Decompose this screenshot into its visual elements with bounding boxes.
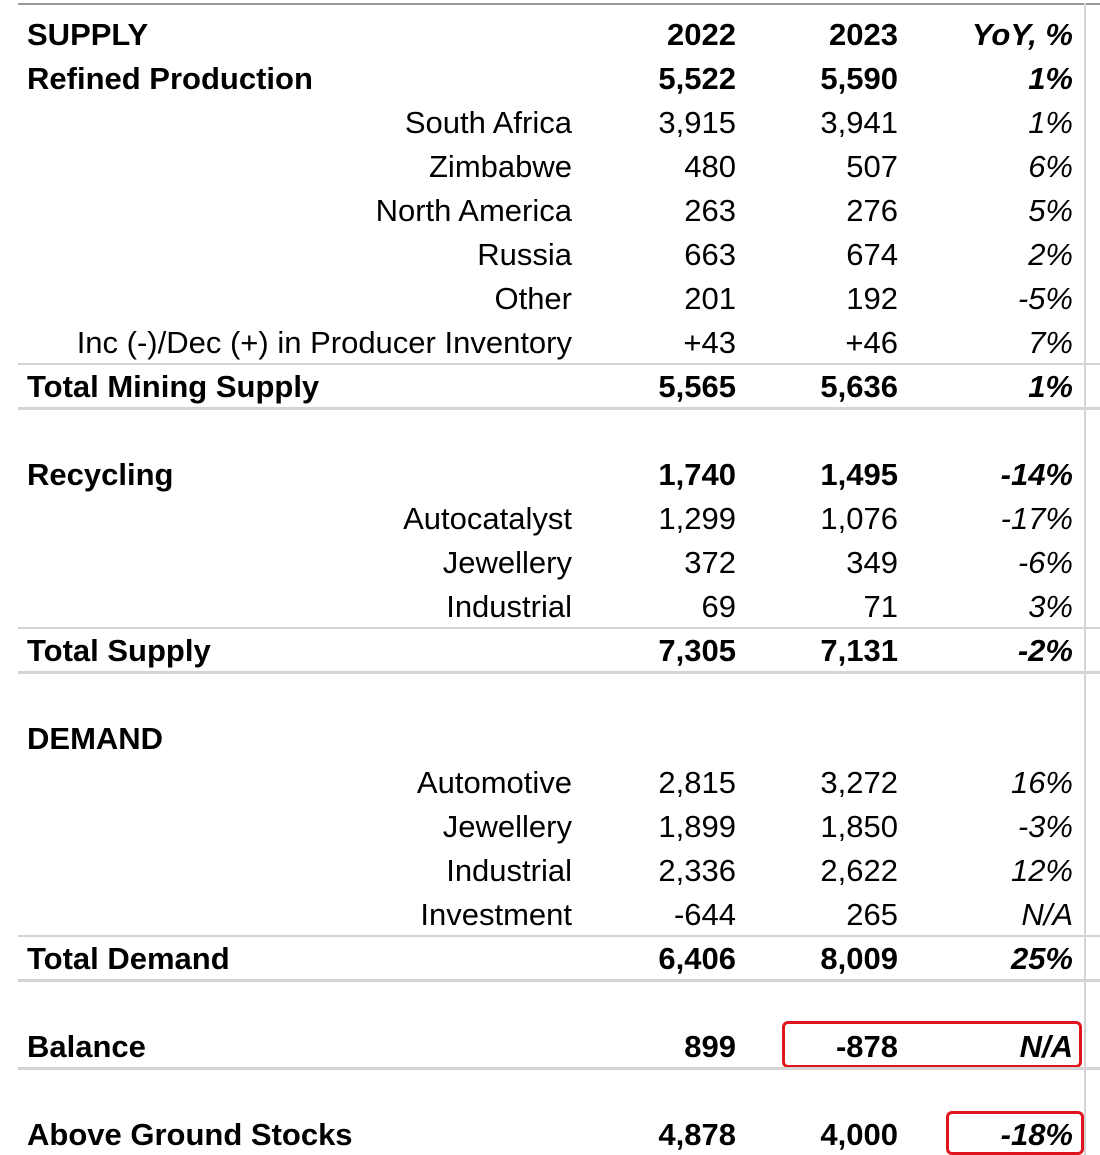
- value-cell: 674: [846, 237, 898, 272]
- yoy-cell: N/A: [1019, 1029, 1073, 1064]
- yoy-cell: N/A: [1021, 897, 1073, 932]
- value-cell: 3,915: [658, 105, 736, 140]
- column-border: [1084, 3, 1086, 1155]
- value-cell: 1,740: [658, 457, 736, 492]
- row-label: Russia: [477, 237, 572, 272]
- highlight-box: [946, 1111, 1084, 1155]
- value-cell: 265: [846, 897, 898, 932]
- row-label: Jewellery: [442, 809, 572, 844]
- yoy-cell: 12%: [1010, 853, 1073, 888]
- yoy-cell: -6%: [1017, 545, 1073, 580]
- yoy-cell: 2%: [1028, 237, 1073, 272]
- value-cell: 5,590: [820, 61, 898, 96]
- value-cell: 663: [684, 237, 736, 272]
- value-cell: 372: [684, 545, 736, 580]
- value-cell: 1,899: [658, 809, 736, 844]
- yoy-cell: -17%: [1000, 501, 1073, 536]
- row-label: North America: [375, 193, 572, 228]
- row-label: SUPPLY: [27, 17, 149, 52]
- yoy-cell: 1%: [1028, 61, 1073, 96]
- row-rule: [18, 671, 1100, 674]
- value-cell: 480: [684, 149, 736, 184]
- row-label: Total Supply: [27, 633, 211, 668]
- yoy-cell: YoY, %: [971, 17, 1073, 52]
- row-rule: [18, 979, 1100, 982]
- row-label: Inc (-)/Dec (+) in Producer Inventory: [76, 325, 572, 360]
- top-border: [18, 3, 1100, 5]
- value-cell: 201: [684, 281, 736, 316]
- yoy-cell: 1%: [1028, 105, 1073, 140]
- value-cell: 4,878: [658, 1117, 736, 1152]
- yoy-cell: -5%: [1017, 281, 1073, 316]
- value-cell: 71: [863, 589, 898, 624]
- yoy-cell: -18%: [1000, 1117, 1073, 1152]
- value-cell: -644: [673, 897, 736, 932]
- row-label: Zimbabwe: [429, 149, 572, 184]
- highlight-box: [782, 1021, 1082, 1068]
- value-cell: 2022: [667, 17, 736, 52]
- value-cell: 5,636: [820, 369, 898, 404]
- value-cell: 4,000: [820, 1117, 898, 1152]
- value-cell: 2,815: [658, 765, 736, 800]
- value-cell: +43: [683, 325, 736, 360]
- row-rule: [18, 1067, 1100, 1070]
- row-label: Total Demand: [27, 941, 230, 976]
- row-label: DEMAND: [27, 721, 164, 756]
- value-cell: 1,299: [658, 501, 736, 536]
- yoy-cell: -2%: [1017, 633, 1073, 668]
- row-label: Balance: [27, 1029, 146, 1064]
- value-cell: 3,272: [820, 765, 898, 800]
- row-label: Autocatalyst: [403, 501, 572, 536]
- row-label: Automotive: [416, 765, 572, 800]
- value-cell: 349: [846, 545, 898, 580]
- value-cell: 5,565: [658, 369, 736, 404]
- value-cell: 6,406: [658, 941, 736, 976]
- value-cell: 8,009: [820, 941, 898, 976]
- row-label: Investment: [420, 897, 572, 932]
- yoy-cell: 6%: [1028, 149, 1073, 184]
- yoy-cell: 25%: [1010, 941, 1073, 976]
- value-cell: 263: [684, 193, 736, 228]
- row-label: Industrial: [446, 853, 572, 888]
- value-cell: 2,622: [820, 853, 898, 888]
- row-rule: [18, 627, 1100, 629]
- row-rule: [18, 407, 1100, 410]
- yoy-cell: 5%: [1028, 193, 1073, 228]
- yoy-cell: -3%: [1017, 809, 1073, 844]
- yoy-cell: 3%: [1028, 589, 1073, 624]
- yoy-cell: -14%: [1000, 457, 1073, 492]
- value-cell: 507: [846, 149, 898, 184]
- row-label: Other: [494, 281, 572, 316]
- value-cell: 1,850: [820, 809, 898, 844]
- value-cell: 899: [684, 1029, 736, 1064]
- value-cell: 1,076: [820, 501, 898, 536]
- value-cell: +46: [845, 325, 898, 360]
- yoy-cell: 16%: [1010, 765, 1073, 800]
- value-cell: 69: [701, 589, 736, 624]
- row-label: Recycling: [27, 457, 174, 492]
- row-label: Industrial: [446, 589, 572, 624]
- yoy-cell: 1%: [1028, 369, 1073, 404]
- row-label: Total Mining Supply: [27, 369, 320, 404]
- row-label: Jewellery: [442, 545, 572, 580]
- yoy-cell: 7%: [1028, 325, 1073, 360]
- value-cell: 192: [846, 281, 898, 316]
- value-cell: 2,336: [658, 853, 736, 888]
- value-cell: 1,495: [820, 457, 898, 492]
- value-cell: -878: [835, 1029, 898, 1064]
- value-cell: 3,941: [820, 105, 898, 140]
- row-label: Refined Production: [27, 61, 313, 96]
- value-cell: 5,522: [658, 61, 736, 96]
- row-rule: [18, 935, 1100, 937]
- row-label: Above Ground Stocks: [27, 1117, 353, 1152]
- row-label: South Africa: [404, 105, 572, 140]
- value-cell: 276: [846, 193, 898, 228]
- value-cell: 7,305: [658, 633, 736, 668]
- value-cell: 2023: [829, 17, 898, 52]
- value-cell: 7,131: [820, 633, 898, 668]
- row-rule: [18, 363, 1100, 365]
